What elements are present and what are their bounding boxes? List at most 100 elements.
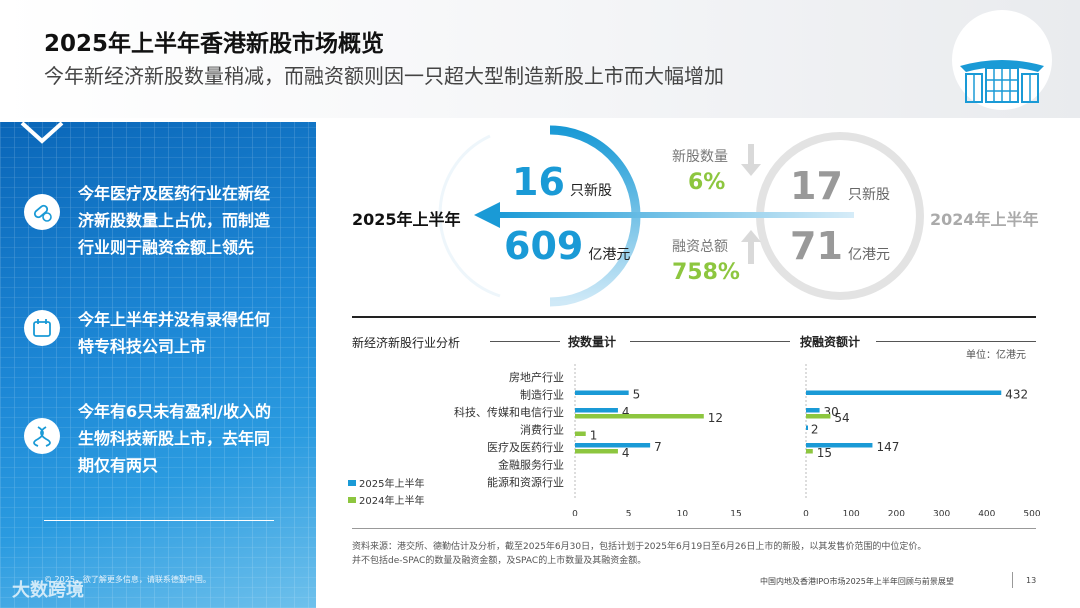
chart-top-rule xyxy=(352,316,1036,318)
bar-value-label: 2 xyxy=(811,423,819,437)
tick-label: 15 xyxy=(730,510,741,517)
tick-label: 5 xyxy=(626,510,632,517)
tick-label: 10 xyxy=(677,510,689,517)
bar-value-label: 12 xyxy=(708,411,723,425)
bar-value-label: 432 xyxy=(1005,388,1028,402)
panel-title-amount: 按融资额计 xyxy=(800,335,861,349)
bar xyxy=(806,408,820,413)
bar xyxy=(806,425,808,430)
legend-swatch xyxy=(348,480,356,486)
bar xyxy=(806,414,831,419)
amount-change-value: 758% xyxy=(672,260,740,285)
source-line-2: 并不包括de-SPAC的数量及融资金额，及SPAC的上市数量及其融资金额。 xyxy=(352,556,647,566)
bar xyxy=(806,443,873,448)
prior-amount-value: 71 xyxy=(790,224,843,268)
current-amount-value: 609 xyxy=(504,224,584,268)
bar xyxy=(575,414,704,419)
bar-value-label: 4 xyxy=(622,446,630,460)
category-label: 科技、传媒和电信行业 xyxy=(454,405,564,419)
bar xyxy=(575,431,586,436)
bar xyxy=(575,449,618,454)
panel-notch-icon xyxy=(20,121,64,144)
page-title: 2025年上半年香港新股市场概览 xyxy=(44,31,385,57)
comparison-graphic xyxy=(438,125,924,307)
feature-item-biotech: 今年有6只未有盈利/收入的生物科技新股上市，去年同期仅有两只 xyxy=(24,398,278,479)
arrow-up-icon xyxy=(741,230,761,264)
bar xyxy=(575,390,629,395)
chart-unit-label: 单位：亿港元 xyxy=(966,350,1026,361)
page-subtitle: 今年新经济新股数量稍减，而融资额则因一只超大型制造新股上市而大幅增加 xyxy=(44,64,724,88)
bar-value-label: 147 xyxy=(876,440,899,454)
category-label: 房地产行业 xyxy=(509,370,564,384)
chart-title: 新经济新股行业分析 xyxy=(352,336,461,350)
pills-icon xyxy=(24,194,60,230)
feature-text-biotech: 今年有6只未有盈利/收入的生物科技新股上市，去年同期仅有两只 xyxy=(78,402,271,475)
left-panel-divider xyxy=(44,520,274,521)
amount-change-label: 融资总额 xyxy=(672,239,728,255)
panel-rule-amount xyxy=(876,341,1036,342)
footer-separator xyxy=(1012,572,1013,588)
feature-text-healthcare: 今年医疗及医药行业在新经济新股数量上占优，而制造行业则于融资金额上领先 xyxy=(78,184,271,257)
feature-item-healthcare: 今年医疗及医药行业在新经济新股数量上占优，而制造行业则于融资金额上领先 xyxy=(24,180,278,261)
watermark-text: 大数跨境 xyxy=(12,580,84,601)
current-count-value: 16 xyxy=(512,160,565,204)
bar-value-label: 5 xyxy=(633,388,641,402)
source-line-1: 资料来源：港交所、德勤估计及分析，截至2025年6月30日，包括计划于2025年… xyxy=(352,542,927,552)
bar xyxy=(575,408,618,413)
page-number: 13 xyxy=(1026,576,1037,585)
comparison-arrow-line xyxy=(494,212,854,218)
comparison-arrow-head-icon xyxy=(474,202,500,228)
report-name: 中国内地及香港IPO市场2025年上半年回顾与前景展望 xyxy=(760,577,954,586)
footer-rule xyxy=(352,528,1036,529)
bar xyxy=(806,390,1002,395)
tick-label: 0 xyxy=(803,510,809,517)
building-logo-icon xyxy=(952,10,1052,110)
bar xyxy=(806,449,813,454)
count-change-value: 6% xyxy=(688,170,726,195)
current-amount-group: 609 亿港元 xyxy=(504,224,630,268)
prior-period-label: 2024年上半年 xyxy=(930,210,1039,229)
feature-item-specialist-tech: 今年上半年并没有录得任何特专科技公司上市 xyxy=(24,306,278,360)
category-label: 消费行业 xyxy=(520,423,564,437)
prior-amount-group: 71 亿港元 xyxy=(790,224,890,268)
category-label: 金融服务行业 xyxy=(498,458,564,472)
count-change-label: 新股数量 xyxy=(672,149,728,165)
tick-label: 300 xyxy=(933,510,950,517)
arrow-down-icon xyxy=(741,144,761,176)
industry-bar-chart: 房地产行业制造行业科技、传媒和电信行业消费行业医疗及医药行业金融服务行业能源和资… xyxy=(348,364,1040,517)
category-label: 制造行业 xyxy=(520,388,564,402)
legend-swatch xyxy=(348,497,356,503)
tick-label: 400 xyxy=(978,510,995,517)
category-label: 医疗及医药行业 xyxy=(487,440,564,454)
chart-title-rule xyxy=(490,341,560,342)
bar-value-label: 7 xyxy=(654,440,662,454)
current-amount-unit: 亿港元 xyxy=(588,247,631,263)
bar xyxy=(575,443,651,448)
category-label: 能源和资源行业 xyxy=(487,475,564,489)
panel-rule-count xyxy=(630,341,790,342)
tick-label: 200 xyxy=(888,510,905,517)
current-count-unit: 只新股 xyxy=(569,183,612,199)
bar-value-label: 15 xyxy=(817,446,832,460)
source-note: 资料来源：港交所、德勤估计及分析，截至2025年6月30日，包括计划于2025年… xyxy=(352,540,926,568)
bar-value-label: 1 xyxy=(590,429,598,443)
legend-label: 2024年上半年 xyxy=(359,494,424,507)
tick-label: 500 xyxy=(1023,510,1040,517)
copyright-text: © 2025。欲了解更多信息，请联系德勤中国。 xyxy=(44,575,211,584)
header-band xyxy=(0,0,1080,118)
tick-label: 100 xyxy=(843,510,860,517)
current-period-label: 2025年上半年 xyxy=(352,210,461,229)
feature-text-specialist-tech: 今年上半年并没有录得任何特专科技公司上市 xyxy=(78,310,271,356)
calendar-icon xyxy=(24,310,60,346)
dna-icon xyxy=(24,418,60,454)
prior-count-unit: 只新股 xyxy=(847,187,890,203)
prior-amount-unit: 亿港元 xyxy=(847,247,890,263)
prior-count-value: 17 xyxy=(790,164,843,208)
tick-label: 0 xyxy=(572,510,578,517)
panel-title-count: 按数量计 xyxy=(568,335,617,349)
bar-value-label: 54 xyxy=(834,411,849,425)
bar-value-label: 4 xyxy=(622,405,630,419)
prior-count-group: 17 只新股 xyxy=(790,164,890,208)
current-count-group: 16 只新股 xyxy=(512,160,612,204)
legend-label: 2025年上半年 xyxy=(359,477,424,490)
